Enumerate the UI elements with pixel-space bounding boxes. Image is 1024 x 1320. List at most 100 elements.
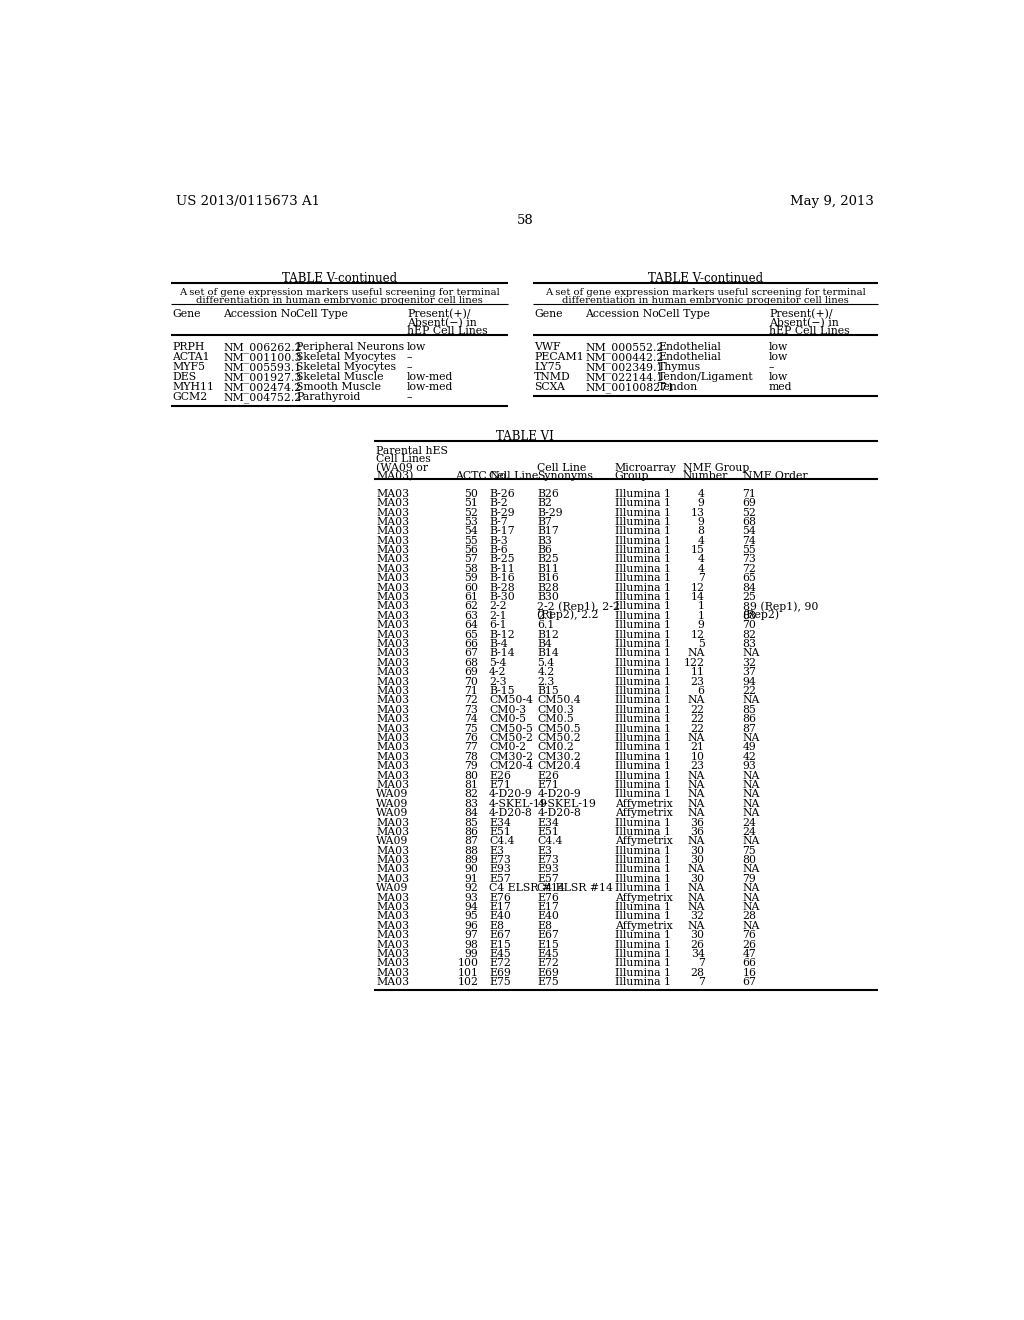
Text: LY75: LY75 bbox=[535, 363, 561, 372]
Text: CM0-2: CM0-2 bbox=[489, 742, 526, 752]
Text: SCXA: SCXA bbox=[535, 383, 565, 392]
Text: 72: 72 bbox=[465, 696, 478, 705]
Text: NM_001927.3: NM_001927.3 bbox=[223, 372, 302, 383]
Text: 85: 85 bbox=[465, 817, 478, 828]
Text: B25: B25 bbox=[538, 554, 559, 565]
Text: MA03: MA03 bbox=[376, 686, 410, 696]
Text: 73: 73 bbox=[465, 705, 478, 715]
Text: Tendon: Tendon bbox=[658, 383, 698, 392]
Text: 4-SKEL-19: 4-SKEL-19 bbox=[538, 799, 596, 809]
Text: 30: 30 bbox=[690, 855, 705, 865]
Text: NA: NA bbox=[687, 808, 705, 818]
Text: Illumina 1: Illumina 1 bbox=[614, 507, 671, 517]
Text: TNMD: TNMD bbox=[535, 372, 570, 383]
Text: E73: E73 bbox=[489, 855, 511, 865]
Text: 5.4: 5.4 bbox=[538, 657, 554, 668]
Text: 81: 81 bbox=[464, 780, 478, 789]
Text: 2-3: 2-3 bbox=[489, 677, 507, 686]
Text: CM50-2: CM50-2 bbox=[489, 733, 534, 743]
Text: CM50.5: CM50.5 bbox=[538, 723, 581, 734]
Text: Illumina 1: Illumina 1 bbox=[614, 958, 671, 969]
Text: 4-D20-9: 4-D20-9 bbox=[538, 789, 581, 800]
Text: 2.1: 2.1 bbox=[538, 611, 555, 620]
Text: Skeletal Muscle: Skeletal Muscle bbox=[296, 372, 384, 383]
Text: MA03: MA03 bbox=[376, 696, 410, 705]
Text: B-29: B-29 bbox=[489, 507, 515, 517]
Text: Number: Number bbox=[683, 471, 728, 480]
Text: 69: 69 bbox=[742, 498, 757, 508]
Text: Illumina 1: Illumina 1 bbox=[614, 817, 671, 828]
Text: 32: 32 bbox=[742, 657, 757, 668]
Text: 86: 86 bbox=[464, 826, 478, 837]
Text: ACTA1: ACTA1 bbox=[172, 352, 210, 363]
Text: 90: 90 bbox=[465, 865, 478, 874]
Text: Illumina 1: Illumina 1 bbox=[614, 564, 671, 574]
Text: Illumina 1: Illumina 1 bbox=[614, 902, 671, 912]
Text: NA: NA bbox=[742, 892, 760, 903]
Text: 2-1: 2-1 bbox=[489, 611, 507, 620]
Text: 6: 6 bbox=[697, 686, 705, 696]
Text: 9: 9 bbox=[697, 517, 705, 527]
Text: Illumina 1: Illumina 1 bbox=[614, 488, 671, 499]
Text: MA03: MA03 bbox=[376, 780, 410, 789]
Text: 88: 88 bbox=[464, 846, 478, 855]
Text: 97: 97 bbox=[465, 931, 478, 940]
Text: –: – bbox=[407, 363, 413, 372]
Text: (Rep2): (Rep2) bbox=[742, 610, 779, 620]
Text: NA: NA bbox=[687, 865, 705, 874]
Text: CM20-4: CM20-4 bbox=[489, 762, 534, 771]
Text: 89 (Rep1), 90: 89 (Rep1), 90 bbox=[742, 602, 818, 612]
Text: 12: 12 bbox=[690, 630, 705, 640]
Text: 34: 34 bbox=[691, 949, 705, 960]
Text: MA03: MA03 bbox=[376, 536, 410, 545]
Text: E69: E69 bbox=[489, 968, 511, 978]
Text: 24: 24 bbox=[742, 826, 757, 837]
Text: ACTC No.: ACTC No. bbox=[455, 471, 509, 480]
Text: 26: 26 bbox=[742, 940, 757, 949]
Text: MA03: MA03 bbox=[376, 657, 410, 668]
Text: 94: 94 bbox=[742, 677, 757, 686]
Text: 4-D20-8: 4-D20-8 bbox=[538, 808, 581, 818]
Text: B-17: B-17 bbox=[489, 527, 515, 536]
Text: NM_001008271: NM_001008271 bbox=[586, 383, 675, 393]
Text: Illumina 1: Illumina 1 bbox=[614, 498, 671, 508]
Text: NA: NA bbox=[742, 780, 760, 789]
Text: E93: E93 bbox=[538, 865, 559, 874]
Text: Cell Lines: Cell Lines bbox=[376, 454, 431, 465]
Text: E71: E71 bbox=[538, 780, 559, 789]
Text: B-4: B-4 bbox=[489, 639, 508, 649]
Text: 77: 77 bbox=[465, 742, 478, 752]
Text: Illumina 1: Illumina 1 bbox=[614, 705, 671, 715]
Text: GCM2: GCM2 bbox=[172, 392, 208, 403]
Text: MA03: MA03 bbox=[376, 940, 410, 949]
Text: Illumina 1: Illumina 1 bbox=[614, 536, 671, 545]
Text: 122: 122 bbox=[684, 657, 705, 668]
Text: NA: NA bbox=[687, 789, 705, 800]
Text: med: med bbox=[769, 383, 793, 392]
Text: Present(+)/: Present(+)/ bbox=[407, 309, 470, 319]
Text: 58: 58 bbox=[516, 214, 534, 227]
Text: 79: 79 bbox=[465, 762, 478, 771]
Text: 5: 5 bbox=[697, 639, 705, 649]
Text: MYH11: MYH11 bbox=[172, 383, 214, 392]
Text: B15: B15 bbox=[538, 686, 559, 696]
Text: NA: NA bbox=[742, 789, 760, 800]
Text: MA03: MA03 bbox=[376, 498, 410, 508]
Text: WA09: WA09 bbox=[376, 883, 409, 894]
Text: 66: 66 bbox=[464, 639, 478, 649]
Text: Illumina 1: Illumina 1 bbox=[614, 582, 671, 593]
Text: 30: 30 bbox=[690, 931, 705, 940]
Text: MA03: MA03 bbox=[376, 874, 410, 884]
Text: Illumina 1: Illumina 1 bbox=[614, 714, 671, 725]
Text: 60: 60 bbox=[464, 582, 478, 593]
Text: low-med: low-med bbox=[407, 383, 454, 392]
Text: 61: 61 bbox=[464, 593, 478, 602]
Text: E34: E34 bbox=[538, 817, 559, 828]
Text: E17: E17 bbox=[538, 902, 559, 912]
Text: CM0.3: CM0.3 bbox=[538, 705, 574, 715]
Text: 22: 22 bbox=[742, 686, 757, 696]
Text: 4.2: 4.2 bbox=[538, 667, 554, 677]
Text: Peripheral Neurons: Peripheral Neurons bbox=[296, 342, 404, 352]
Text: NA: NA bbox=[742, 771, 760, 780]
Text: differentiation in human embryonic progenitor cell lines: differentiation in human embryonic proge… bbox=[196, 296, 482, 305]
